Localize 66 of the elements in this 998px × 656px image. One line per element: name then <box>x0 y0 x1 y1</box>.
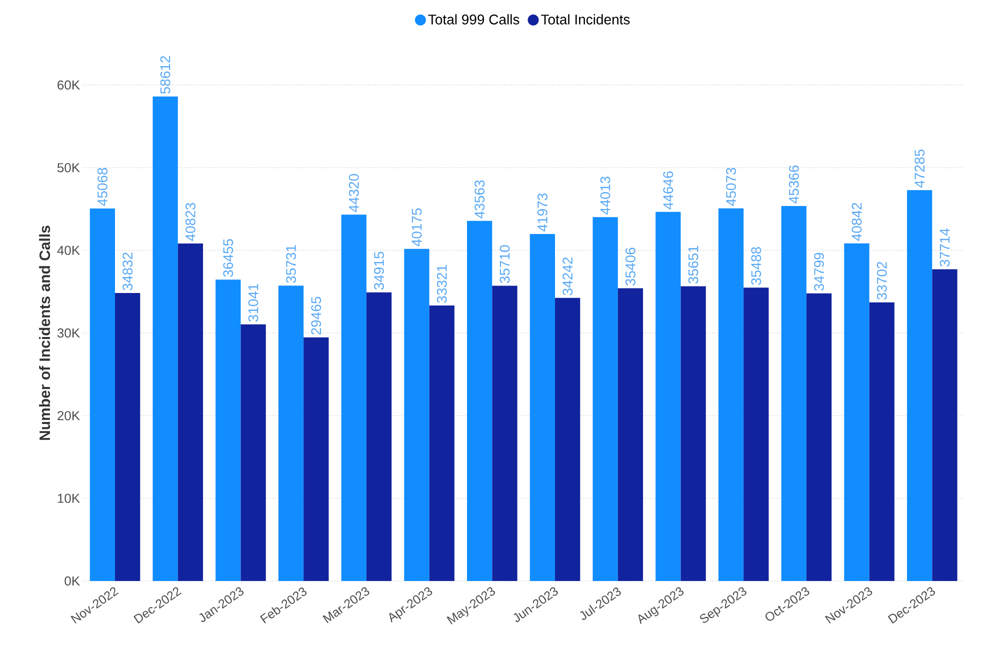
bar <box>216 280 241 581</box>
data-label: 34832 <box>122 252 133 290</box>
data-label: 34799 <box>814 252 824 291</box>
legend-label: Total 999 Calls <box>428 14 520 24</box>
y-tick-label: 0K <box>64 576 80 586</box>
bar <box>869 302 894 581</box>
bar <box>806 293 832 581</box>
data-label: 47285 <box>914 150 925 188</box>
bar <box>656 212 681 581</box>
bar <box>844 243 870 581</box>
data-label: 33702 <box>876 262 887 300</box>
y-tick-label: 10K <box>58 494 80 503</box>
data-label: 45073 <box>726 168 736 206</box>
bar <box>429 306 454 581</box>
bar <box>404 248 430 581</box>
bar <box>467 220 492 581</box>
bar <box>341 214 366 581</box>
legend-label: Total Incidents <box>541 14 630 24</box>
y-tick-label: 60K <box>58 80 80 90</box>
bar <box>932 269 958 581</box>
y-tick-label: 30K <box>57 328 80 338</box>
y-tick-label: 40K <box>57 246 80 255</box>
bar <box>555 298 580 581</box>
data-label: 37714 <box>940 228 950 266</box>
data-label: 43563 <box>474 180 485 218</box>
data-label: 40175 <box>412 208 422 246</box>
bar <box>744 288 769 581</box>
data-label: 35406 <box>625 248 636 286</box>
bar <box>304 337 329 581</box>
bar <box>492 286 518 581</box>
data-label: 36455 <box>223 239 234 277</box>
data-label: 35651 <box>688 246 698 284</box>
data-label: 34242 <box>562 258 573 296</box>
bar <box>115 293 140 581</box>
data-label: 44013 <box>600 176 610 215</box>
data-label: 35488 <box>751 247 762 285</box>
data-label: 35731 <box>286 245 296 283</box>
bar <box>240 324 266 581</box>
data-label: 31041 <box>248 284 258 322</box>
bar <box>530 234 556 581</box>
bar <box>718 208 744 581</box>
data-label: 35710 <box>500 245 510 284</box>
bar <box>618 288 644 581</box>
y-tick-label: 20K <box>58 411 80 420</box>
bar <box>278 286 304 581</box>
bar <box>907 190 932 581</box>
data-label: 29465 <box>311 296 322 335</box>
bar <box>178 244 204 581</box>
bar <box>781 206 806 581</box>
data-label: 33321 <box>436 265 447 303</box>
data-label: 58612 <box>160 56 170 94</box>
data-label: 40823 <box>185 203 196 241</box>
bar <box>592 217 618 581</box>
data-label: 40842 <box>852 202 862 241</box>
bar <box>366 292 392 581</box>
bar <box>90 208 115 581</box>
data-label: 45068 <box>97 168 108 206</box>
bar <box>680 286 706 581</box>
y-tick-label: 50K <box>57 163 80 172</box>
data-label: 34915 <box>374 252 384 290</box>
y-axis-title: Number of Incidents and Calls <box>39 226 50 440</box>
data-label: 41973 <box>537 194 548 232</box>
data-label: 44320 <box>348 174 359 212</box>
bar <box>152 96 178 581</box>
data-label: 44646 <box>663 171 674 210</box>
data-label: 45366 <box>788 165 799 204</box>
